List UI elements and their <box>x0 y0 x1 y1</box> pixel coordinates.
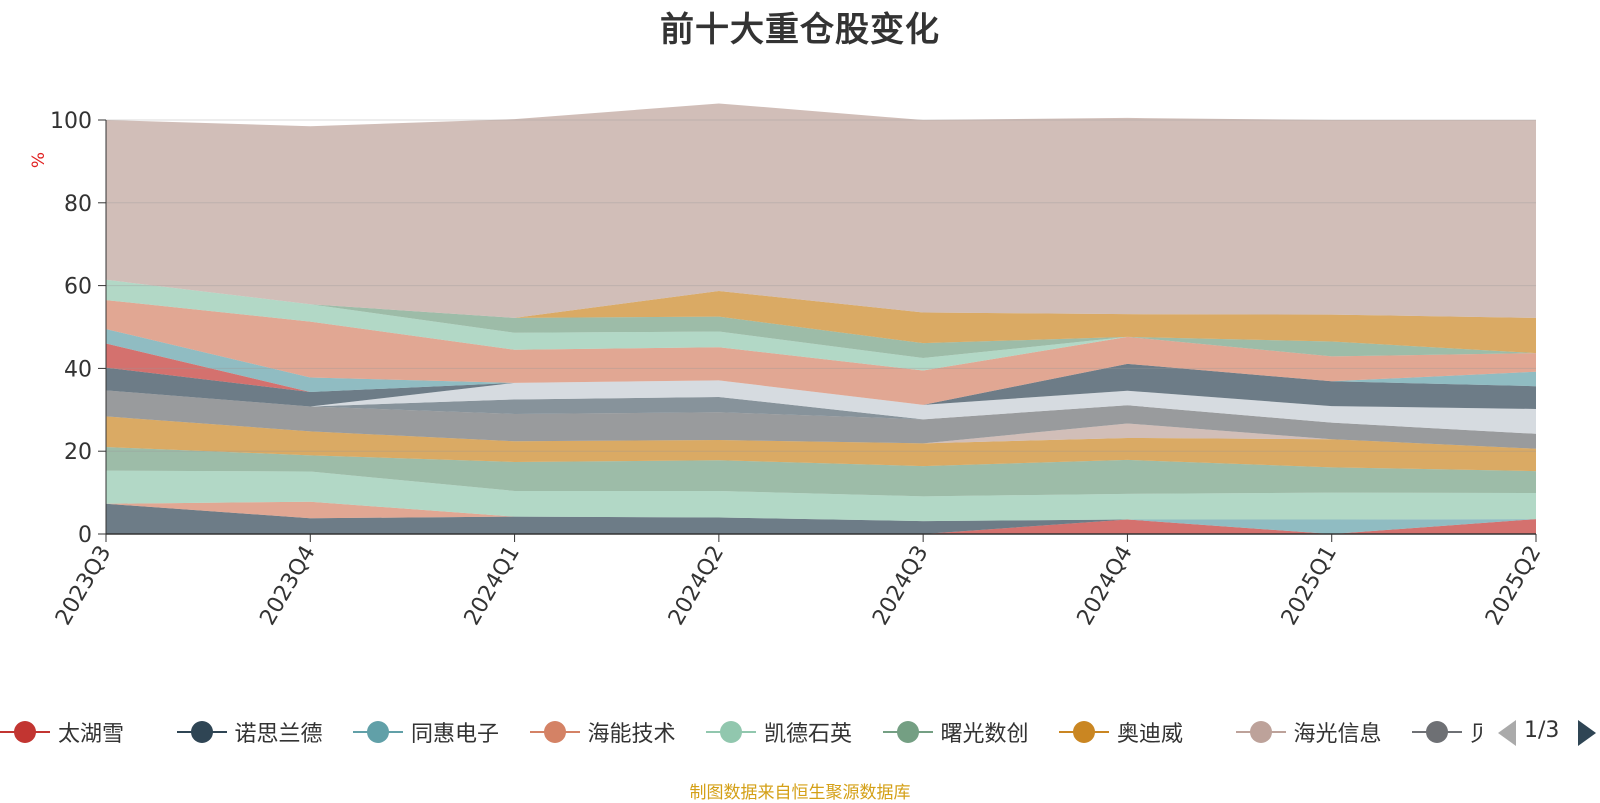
legend-label: 同惠电子 <box>411 722 500 747</box>
area-series-11 <box>106 363 1536 409</box>
legend-item[interactable]: 曙光数创 <box>882 712 1029 752</box>
legend-swatch-icon <box>1059 712 1109 752</box>
x-tick-label: 2023Q4 <box>255 542 320 630</box>
y-tick-label: 0 <box>78 523 92 548</box>
legend-item[interactable]: 凯德石英 <box>706 712 852 752</box>
y-tick-label: 60 <box>64 275 92 300</box>
legend-label: 海光信息 <box>1293 722 1382 747</box>
area-series-1 <box>106 503 1536 534</box>
area-series-8 <box>106 390 1536 449</box>
x-tick-labels: 2023Q3 2023Q4 2024Q1 2024Q2 2024Q3 2024Q4 2025… <box>51 542 1546 630</box>
legend-items: 太湖雪 诺思兰德 同惠电子 海能技术 凯德石英 曙光数创 奥迪威 海光信息 贝特瑞 <box>0 712 1482 752</box>
area-series-0 <box>106 519 1536 534</box>
x-tick-label: 2024Q2 <box>664 542 729 630</box>
legend-item[interactable]: 诺思兰德 <box>176 712 323 752</box>
legend-item[interactable]: 奥迪威 <box>1059 712 1183 752</box>
x-tick-label: 2024Q1 <box>460 542 525 630</box>
legend-page-indicator: 1/3 <box>1524 718 1560 743</box>
area-series-17 <box>106 279 1536 354</box>
y-tick-label: 100 <box>50 109 92 134</box>
legend-swatch-icon <box>529 712 580 752</box>
legend-pager: 1/3 <box>1498 712 1598 752</box>
legend-label: 凯德石英 <box>764 722 853 747</box>
x-tick-label: 2024Q4 <box>1073 542 1138 630</box>
area-series-18 <box>106 103 1536 318</box>
chart-title: 前十大重仓股变化 <box>660 10 940 50</box>
area-series-10 <box>106 380 1536 434</box>
x-tick-label: 2025Q1 <box>1277 542 1342 630</box>
legend-swatch-icon <box>706 712 756 752</box>
area-series-5 <box>106 447 1536 497</box>
legend-swatch-icon <box>1235 712 1286 752</box>
legend-label: 海能技术 <box>587 722 676 747</box>
area-series-16 <box>106 279 1536 359</box>
y-tick-label: 20 <box>64 440 92 465</box>
legend-item[interactable]: 太湖雪 <box>0 712 124 752</box>
y-axis-label: % <box>29 152 49 168</box>
x-tick-label: 2025Q2 <box>1481 542 1546 630</box>
legend-label: 贝特瑞 <box>1470 722 1482 747</box>
y-tick-label: 40 <box>64 357 92 382</box>
legend-item[interactable]: 贝特瑞 <box>1412 712 1482 752</box>
area-series-15 <box>106 279 1536 371</box>
x-tick-label: 2023Q3 <box>51 542 116 630</box>
area-series-4 <box>106 470 1536 522</box>
legend-prev-page-icon[interactable] <box>1498 720 1516 746</box>
y-tick-label: 80 <box>64 192 92 217</box>
legend-swatch-icon <box>882 712 933 752</box>
legend-swatch-icon <box>353 712 403 752</box>
legend-label: 奥迪威 <box>1117 722 1184 747</box>
legend-item[interactable]: 同惠电子 <box>353 712 499 752</box>
legend-item[interactable]: 海光信息 <box>1235 712 1382 752</box>
legend-swatch-icon <box>0 712 50 752</box>
legend-next-page-icon[interactable] <box>1578 720 1596 746</box>
area-series-14 <box>106 300 1536 405</box>
area-series-3 <box>106 501 1536 522</box>
legend-swatch-icon <box>176 712 227 752</box>
area-series-9 <box>106 390 1536 434</box>
legend-label: 太湖雪 <box>58 722 125 747</box>
area-series-6 <box>106 416 1536 472</box>
source-note: 制图数据来自恒生聚源数据库 <box>689 783 911 803</box>
legend-swatch-icon <box>1412 712 1462 752</box>
legend-label: 诺思兰德 <box>234 722 323 747</box>
legend-item[interactable]: 海能技术 <box>529 712 676 752</box>
legend-label: 曙光数创 <box>940 722 1029 747</box>
x-tick-label: 2024Q3 <box>868 542 933 630</box>
area-series-group <box>106 103 1536 534</box>
legend: 太湖雪 诺思兰德 同惠电子 海能技术 凯德石英 曙光数创 奥迪威 海光信息 贝特瑞 <box>0 712 1600 752</box>
axes <box>98 119 1537 542</box>
y-tick-labels: 0 20 40 60 80 100 <box>50 109 92 548</box>
gridlines <box>106 119 1536 452</box>
